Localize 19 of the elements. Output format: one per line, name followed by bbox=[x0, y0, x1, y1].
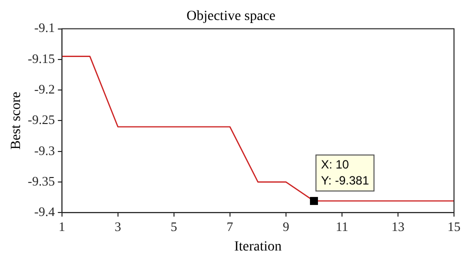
x-axis-title: Iteration bbox=[234, 239, 282, 254]
x-tick-label: 5 bbox=[170, 218, 178, 234]
x-tick-label: 7 bbox=[226, 218, 234, 234]
y-tick-label: -9.15 bbox=[28, 50, 55, 66]
y-tick-label: -9.3 bbox=[34, 142, 55, 158]
x-tick-label: 15 bbox=[448, 218, 460, 234]
y-axis-title: Best score bbox=[9, 92, 24, 150]
y-tick-label: -9.25 bbox=[28, 112, 55, 128]
y-tick-label: -9.4 bbox=[34, 204, 56, 220]
x-tick-label: 9 bbox=[282, 218, 290, 234]
y-tick-label: -9.1 bbox=[34, 20, 55, 36]
y-tick-label: -9.35 bbox=[28, 173, 55, 188]
x-tick-label: 11 bbox=[336, 218, 348, 234]
x-tick-label: 3 bbox=[114, 218, 122, 234]
y-tick-label: -9.2 bbox=[34, 81, 55, 96]
annotation: X: 10 Y: -9.381 bbox=[320, 157, 370, 188]
x-tick-label: 1 bbox=[58, 218, 66, 234]
x-tick-label: 13 bbox=[391, 218, 404, 234]
chart-title: Objective space bbox=[186, 9, 276, 24]
